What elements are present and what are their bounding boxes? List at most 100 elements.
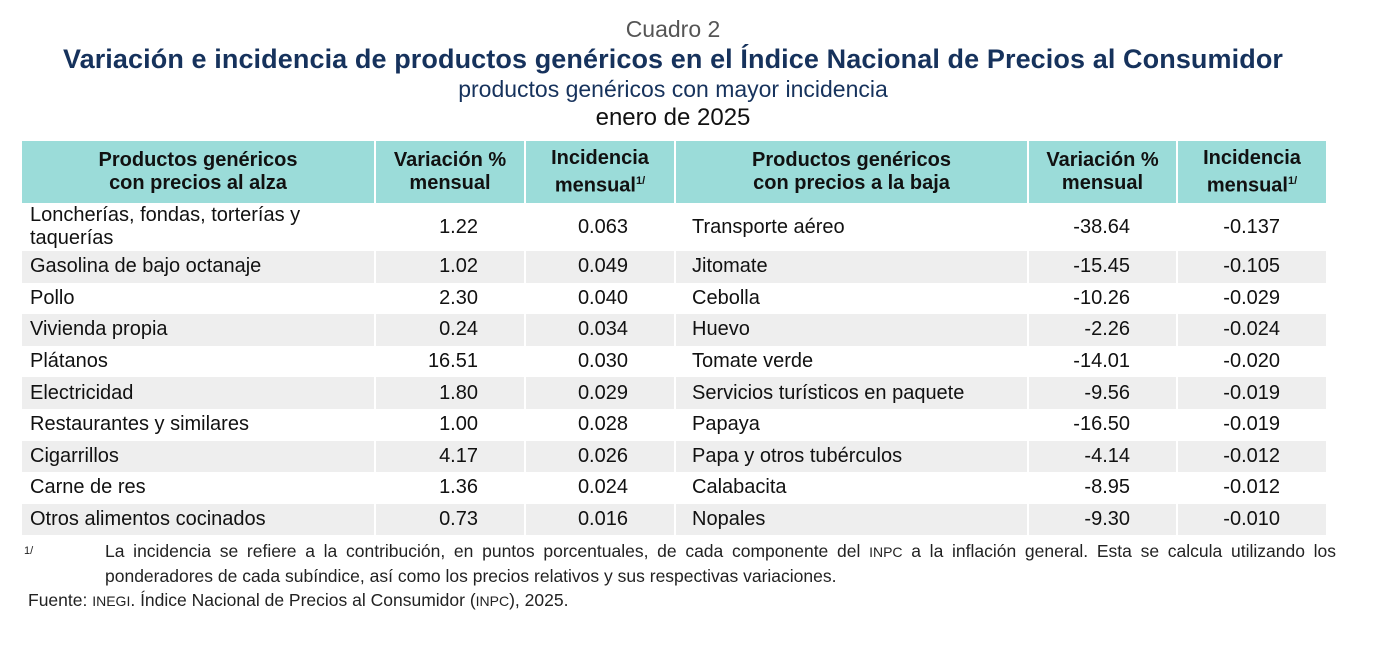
up-incidence-cell: 0.034 [524, 314, 675, 346]
table-row: Cigarrillos 4.17 0.026 Papa y otros tubércu… [22, 440, 1326, 473]
up-product-cell: Loncherías, fondas, torterías y taquería… [30, 204, 301, 249]
source-inpc: INPC [475, 593, 510, 609]
footnote-inpc: INPC [869, 544, 903, 560]
up-product-cell: Pollo [30, 286, 75, 309]
page-title: Variación e incidencia de productos gené… [62, 44, 1284, 74]
header-up-incidence: Incidencia mensual1/ [524, 141, 675, 203]
down-incidence-cell: -0.012 [1176, 472, 1326, 504]
up-incidence-cell: 0.028 [524, 408, 675, 441]
source-inegi: INEGI [92, 593, 131, 609]
down-incidence-cell: -0.012 [1176, 440, 1326, 473]
up-product-cell: Carne de res [30, 476, 146, 499]
period-date: enero de 2025 [595, 104, 751, 131]
down-incidence-cell: -0.019 [1176, 377, 1326, 409]
header-up-variation-line2: mensual [409, 172, 491, 194]
table-row: Pollo 2.30 0.040 Cebolla -10.26 -0.029 [22, 282, 1326, 315]
down-product-cell: Transporte aéreo [674, 203, 1028, 251]
up-incidence-cell: 0.024 [524, 472, 675, 504]
header-down-incidence-line1: Incidencia [1203, 146, 1301, 169]
header-down-variation-line1: Variación % [1046, 149, 1159, 171]
table-row: Plátanos 16.51 0.030 Tomate verde -14.01 -0.0… [22, 345, 1326, 378]
up-variation-cell: 1.02 [374, 251, 525, 283]
table-row: Electricidad 1.80 0.029 Servicios turístico… [22, 377, 1326, 409]
source-text-b: ), 2025. [509, 590, 569, 610]
up-incidence-cell: 0.016 [524, 503, 675, 536]
header-up-incidence-line2: mensual [554, 174, 636, 197]
down-product-cell: Tomate verde [674, 345, 1028, 378]
down-incidence-cell: -0.010 [1176, 503, 1326, 536]
down-product-cell: Huevo [674, 314, 1028, 346]
up-incidence-cell: 0.049 [524, 251, 675, 283]
down-variation-cell: -8.95 [1027, 472, 1177, 504]
source-label: Fuente: [28, 590, 93, 610]
down-variation-cell: -2.26 [1027, 314, 1177, 346]
footnote-text-a: La incidencia se refiere a la contribuci… [105, 541, 870, 561]
table-number: Cuadro 2 [625, 16, 721, 42]
footnote: 1/ La incidencia se refiere a la contrib… [24, 539, 1336, 588]
table-row: Carne de res 1.36 0.024 Calabacita -8.95 -0.0… [22, 472, 1326, 504]
down-variation-cell: -15.45 [1027, 251, 1177, 283]
down-product-cell: Jitomate [674, 251, 1028, 283]
up-incidence-cell: 0.026 [524, 440, 675, 473]
footnote-text: La incidencia se refiere a la contribuci… [105, 539, 1336, 588]
source-line: Fuente: INEGI. Índice Nacional de Precio… [28, 590, 568, 611]
footnote-text-b: a la inflación general. Esta se calcula … [105, 541, 1337, 586]
up-variation-cell: 2.30 [374, 282, 525, 315]
down-variation-cell: -16.50 [1027, 408, 1177, 441]
footnote-ref: 1/ [1287, 174, 1298, 187]
table-header-row: Productos genéricos con precios al alza … [22, 141, 1326, 203]
down-variation-cell: -10.26 [1027, 282, 1177, 315]
up-variation-cell: 16.51 [374, 345, 525, 378]
down-product-cell: Papa y otros tubérculos [674, 440, 1028, 473]
up-product-cell: Cigarrillos [22, 440, 375, 473]
down-incidence-cell: -0.137 [1176, 203, 1326, 251]
up-incidence-cell: 0.063 [524, 203, 675, 251]
down-incidence-cell: -0.029 [1176, 282, 1326, 315]
up-variation-cell: 4.17 [374, 440, 525, 473]
data-table: Productos genéricos con precios al alza … [22, 141, 1326, 536]
down-incidence-cell: -0.105 [1176, 251, 1326, 283]
down-incidence-cell: -0.024 [1176, 314, 1326, 346]
down-variation-cell: -38.64 [1027, 203, 1177, 251]
source-text-a: . Índice Nacional de Precios al Consumid… [130, 590, 476, 610]
down-variation-cell: -9.56 [1027, 377, 1177, 409]
table-body: Loncherías, fondas, torterías y taquería… [22, 203, 1326, 536]
up-variation-cell: 0.24 [374, 314, 525, 346]
header-up-products-line2: con precios al alza [109, 172, 287, 194]
header-up-incidence-line1: Incidencia [551, 146, 649, 169]
up-product-cell: Otros alimentos cocinados [22, 503, 375, 536]
up-product-cell: Vivienda propia [22, 314, 375, 346]
table-row: Vivienda propia 0.24 0.034 Huevo -2.26 -0.024 [22, 314, 1326, 346]
footnote-mark: 1/ [24, 545, 34, 557]
down-product-cell: Servicios turísticos en paquete [674, 377, 1028, 409]
up-variation-cell: 1.36 [374, 472, 525, 504]
header-down-products-line2: con precios a la baja [753, 172, 950, 194]
header-up-variation-line1: Variación % [393, 149, 507, 171]
up-incidence-cell: 0.030 [524, 345, 675, 378]
down-product-cell: Calabacita [674, 472, 1028, 504]
header-down-variation: Variación % mensual [1027, 141, 1177, 203]
title-block: Cuadro 2 Variación e incidencia de produ… [0, 0, 1346, 133]
page-subtitle: productos genéricos con mayor incidencia [458, 76, 888, 102]
up-product-cell: Restaurantes y similares [30, 413, 249, 436]
table-row: Otros alimentos cocinados 0.73 0.016 Nopale… [22, 503, 1326, 536]
up-variation-cell: 1.22 [374, 203, 525, 251]
table-row: Restaurantes y similares 1.00 0.028 Papaya -… [22, 408, 1326, 441]
header-up-products: Productos genéricos con precios al alza [22, 141, 375, 203]
header-down-products-line1: Productos genéricos [752, 149, 951, 171]
up-product-cell: Plátanos [30, 350, 108, 373]
header-down-incidence-line2: mensual [1206, 174, 1288, 197]
up-variation-cell: 1.80 [374, 377, 525, 409]
table-row: Loncherías, fondas, torterías y taquería… [22, 203, 1326, 251]
header-up-products-line1: Productos genéricos [98, 149, 298, 171]
header-up-variation: Variación % mensual [374, 141, 525, 203]
down-product-cell: Nopales [674, 503, 1028, 536]
up-incidence-cell: 0.040 [524, 282, 675, 315]
footnote-ref: 1/ [635, 174, 646, 187]
down-incidence-cell: -0.019 [1176, 408, 1326, 441]
header-down-products: Productos genéricos con precios a la baj… [674, 141, 1028, 203]
up-variation-cell: 1.00 [374, 408, 525, 441]
up-product-cell: Electricidad [22, 377, 375, 409]
header-down-variation-line2: mensual [1061, 172, 1144, 194]
